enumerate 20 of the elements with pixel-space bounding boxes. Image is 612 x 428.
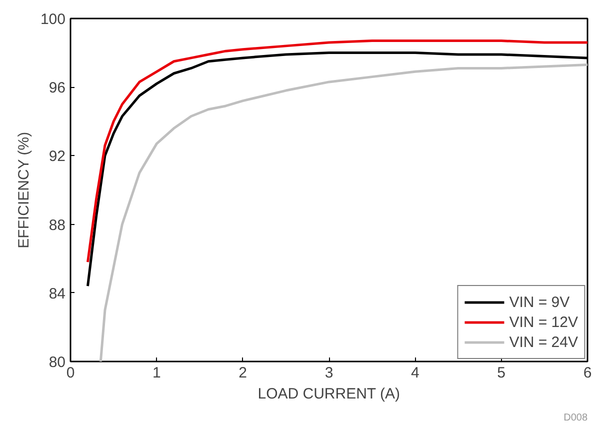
x-tick-label: 6 bbox=[583, 364, 592, 382]
y-tick-label: 88 bbox=[48, 216, 66, 234]
x-tick-label: 3 bbox=[324, 364, 334, 382]
y-tick-label: 92 bbox=[48, 148, 66, 166]
y-tick-label: 100 bbox=[40, 11, 66, 28]
x-tick-label: 5 bbox=[497, 364, 506, 382]
legend-label: VIN = 9V bbox=[509, 294, 570, 310]
x-tick-label: 1 bbox=[152, 364, 161, 382]
x-axis-title: LOAD CURRENT (A) bbox=[258, 386, 400, 402]
line-series bbox=[99, 64, 588, 362]
y-tick-label: 84 bbox=[48, 285, 66, 302]
x-tick-label: 4 bbox=[410, 364, 420, 382]
legend-label: VIN = 12V bbox=[509, 314, 578, 330]
x-tick-label: 2 bbox=[238, 364, 248, 382]
y-axis-title: EFFICIENCY (%) bbox=[15, 132, 32, 248]
text: D008 bbox=[564, 412, 588, 424]
legend-label: VIN = 24V bbox=[509, 334, 578, 350]
x-tick-label: 0 bbox=[66, 364, 75, 382]
y-tick-label: 80 bbox=[48, 354, 66, 371]
y-tick-label: 96 bbox=[48, 80, 66, 97]
